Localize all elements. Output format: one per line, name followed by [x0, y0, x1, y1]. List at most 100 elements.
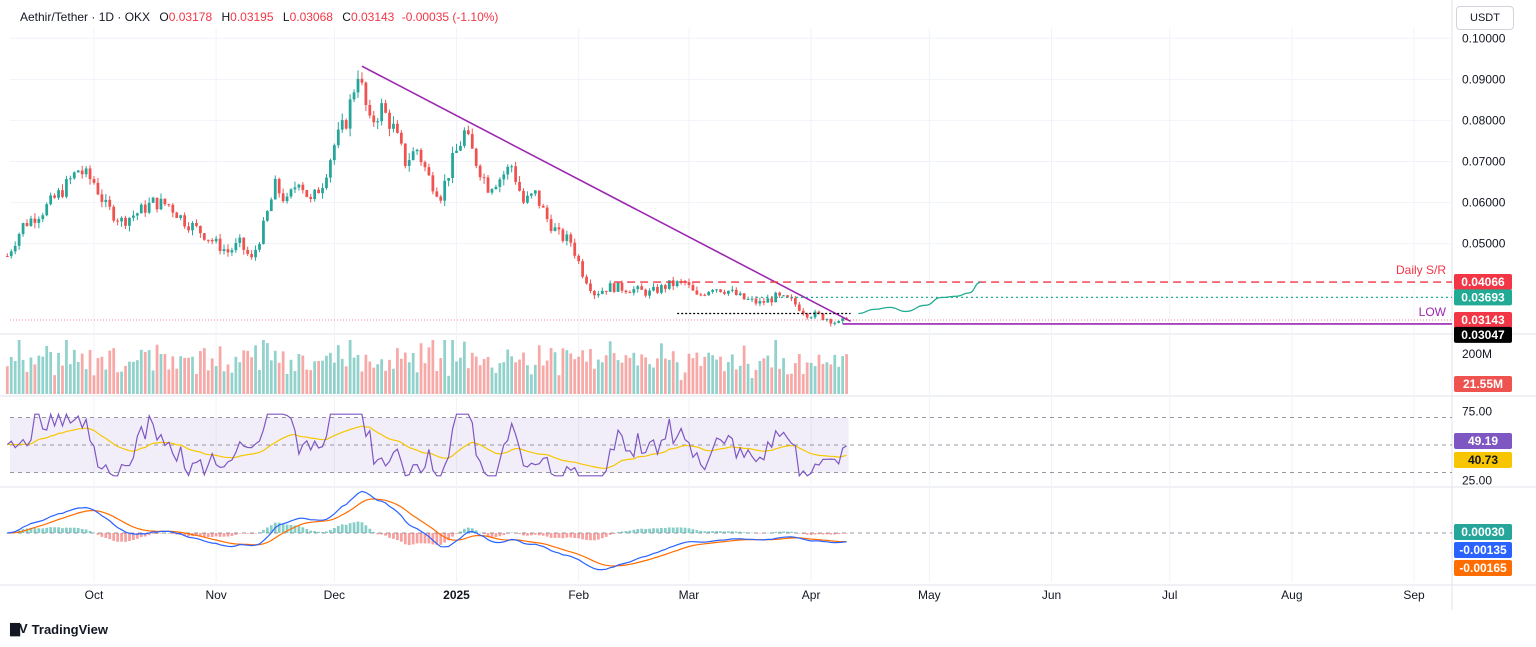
volume-bar	[139, 349, 143, 394]
candle-body	[675, 281, 679, 287]
candle-body	[210, 240, 214, 242]
macd-hist-bar	[608, 533, 612, 535]
badge-macd-signal-text-0: -0.00165	[1459, 561, 1507, 575]
candle-body	[663, 285, 667, 289]
volume-bar	[518, 359, 521, 394]
macd-hist-bar	[604, 533, 608, 537]
macd-hist-bar	[636, 528, 640, 533]
candle-body	[368, 104, 372, 116]
candle-body	[758, 301, 762, 304]
volume-bar	[691, 358, 695, 394]
volume-bar	[624, 355, 628, 394]
volume-bar	[494, 373, 498, 394]
volume-bar	[585, 361, 588, 394]
candle-body	[549, 219, 553, 232]
macd-hist-bar	[447, 533, 451, 541]
candle-body	[17, 234, 21, 246]
macd-hist-bar	[92, 532, 96, 534]
volume-bar	[372, 367, 376, 394]
volume-bar	[49, 352, 53, 394]
macd-hist-bar	[498, 533, 502, 537]
tradingview-brand[interactable]: ▇V TradingView	[10, 621, 108, 637]
macd-hist-bar	[419, 533, 423, 544]
candle-body	[699, 294, 703, 296]
candle-body	[537, 190, 541, 206]
badge-macd-text-0: -0.00135	[1459, 543, 1507, 557]
macd-hist-bar	[742, 532, 746, 533]
candle-body	[392, 123, 395, 129]
candle-body	[179, 215, 183, 219]
candle-body	[92, 179, 96, 183]
candle-body	[431, 175, 435, 192]
candle-body	[250, 253, 253, 258]
volume-bar	[132, 361, 135, 394]
price-tick-label-4: 0.06000	[1462, 196, 1506, 210]
volume-bar	[616, 360, 620, 394]
candle-body	[707, 291, 711, 296]
candle-body	[61, 190, 64, 197]
volume-bar	[84, 369, 88, 394]
candle-body	[766, 298, 770, 303]
volume-bar	[723, 371, 726, 394]
candle-body	[411, 151, 415, 161]
candle-body	[33, 218, 37, 223]
candle-body	[234, 242, 238, 251]
macd-hist-bar	[470, 528, 474, 533]
candle-body	[37, 219, 41, 223]
volume-bar	[707, 352, 711, 394]
candle-body	[128, 217, 131, 226]
candle-body	[526, 195, 529, 203]
macd-hist-bar	[463, 528, 466, 533]
candle-body	[321, 188, 324, 194]
macd-hist-bar	[202, 533, 206, 537]
volume-bar	[336, 345, 340, 394]
macd-hist-bar	[399, 533, 403, 542]
macd-hist-bar	[541, 533, 545, 536]
volume-bar	[33, 364, 37, 394]
volume-bar	[80, 353, 84, 394]
volume-bar	[766, 355, 770, 394]
macd-hist-bar	[711, 531, 715, 533]
candle-body	[139, 204, 143, 214]
macd-hist-bar	[195, 533, 198, 537]
volume-bar	[175, 368, 179, 394]
badge-target-box	[1454, 289, 1512, 306]
candle-body	[573, 242, 577, 256]
candle-body	[222, 249, 226, 252]
volume-bar	[703, 356, 707, 394]
candle-body	[636, 286, 640, 290]
macd-hist-bar	[825, 533, 829, 535]
volume-bar	[415, 372, 419, 394]
brand-label: TradingView	[31, 621, 109, 637]
volume-bar	[285, 373, 289, 394]
macd-hist-bar	[329, 529, 332, 533]
candle-body	[202, 233, 206, 240]
macd-hist-bar	[155, 533, 159, 534]
macd-hist-bar	[746, 532, 750, 534]
macd-hist-bar	[687, 528, 691, 533]
candle-body	[486, 177, 490, 193]
candle-body	[65, 179, 68, 197]
macd-hist-bar	[72, 527, 76, 533]
candle-body	[833, 322, 837, 324]
volume-bar	[419, 343, 423, 394]
candle-body	[5, 256, 9, 257]
macd-hist-bar	[37, 528, 41, 533]
macd-hist-bar	[183, 533, 187, 536]
macd-hist-bar	[88, 531, 92, 533]
volume-bar	[758, 360, 762, 394]
low-value: 0.03068	[289, 10, 333, 24]
volume-bar	[463, 341, 466, 394]
macd-hist-bar	[474, 530, 478, 533]
volume-bar	[388, 359, 391, 394]
badge-low-text-0: 0.03047	[1461, 328, 1505, 342]
volume-bar	[435, 371, 439, 394]
candle-body	[742, 293, 746, 300]
volume-bar	[191, 356, 194, 394]
badge-rsi-ma-box	[1454, 452, 1512, 468]
rsi-ma-line	[7, 425, 847, 470]
macd-hist-bar	[128, 533, 131, 542]
quote-currency-button[interactable]: USDT	[1456, 6, 1514, 30]
macd-hist-bar	[573, 533, 577, 538]
